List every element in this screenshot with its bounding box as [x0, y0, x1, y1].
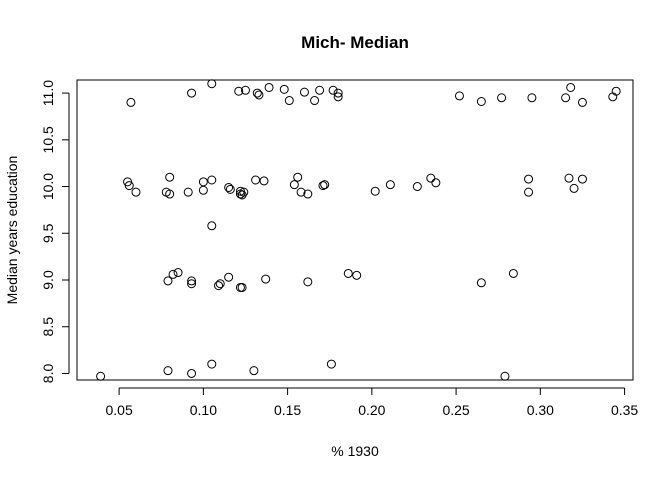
scatter-point [237, 282, 247, 292]
x-tick-label: 0.05 [105, 402, 132, 418]
scatter-point [207, 175, 217, 185]
scatter-point [207, 221, 217, 231]
scatter-point [240, 85, 250, 95]
scatter-point [303, 189, 313, 199]
scatter-point [508, 268, 518, 278]
scatter-point [333, 92, 343, 102]
x-axis-label: % 1930 [331, 443, 379, 459]
scatter-point [259, 176, 269, 186]
scatter-point [187, 368, 197, 378]
chart-title: Mich- Median [301, 33, 409, 52]
scatter-point [426, 173, 436, 183]
scatter-point [566, 82, 576, 92]
scatter-point [569, 183, 579, 193]
x-tick-label: 0.20 [358, 402, 385, 418]
scatter-point [163, 276, 173, 286]
scatter-point [497, 93, 507, 103]
scatter-point [310, 96, 320, 106]
scatter-point [318, 181, 328, 191]
scatter-point [198, 177, 208, 187]
scatter-point [251, 175, 261, 185]
scatter-point [261, 274, 271, 284]
plot-area [76, 79, 634, 381]
x-axis: 0.05 0.10 0.15 0.20 0.25 0.30 0.35 [105, 387, 638, 418]
scatter-point [611, 86, 621, 96]
scatter-point [296, 187, 306, 197]
scatter-point [207, 359, 217, 369]
scatter-point [239, 187, 249, 197]
scatter-point [252, 88, 262, 98]
scatter-point [299, 87, 309, 97]
x-tick-label: 0.30 [527, 402, 554, 418]
y-tick-label: 11.0 [40, 80, 56, 106]
scatter-point [183, 187, 193, 197]
y-tick-label: 9.5 [40, 223, 56, 243]
scatter-point [352, 270, 362, 280]
scatter-point [234, 86, 244, 96]
x-tick-label: 0.25 [442, 402, 469, 418]
scatter-point [237, 190, 247, 200]
scatter-point [187, 279, 197, 289]
scatter-point [224, 272, 234, 282]
scatter-point [385, 180, 395, 190]
scatter-point [561, 93, 571, 103]
scatter-point [343, 268, 353, 278]
scatter-point [214, 281, 224, 291]
scatter-point [524, 187, 534, 197]
scatter-point [315, 85, 325, 95]
scatter-point [126, 97, 136, 107]
y-tick-label: 10.5 [40, 126, 56, 153]
y-tick-label: 9.0 [40, 270, 56, 290]
scatter-point [249, 366, 259, 376]
scatter-point [577, 174, 587, 184]
scatter-point [173, 268, 183, 278]
scatter-point [165, 189, 175, 199]
scatter-point [524, 174, 534, 184]
scatter-point [370, 186, 380, 196]
scatter-point [412, 182, 422, 192]
scatter-point [165, 172, 175, 182]
scatter-point [207, 79, 217, 89]
x-tick-label: 0.35 [611, 402, 638, 418]
scatter-point [187, 88, 197, 98]
scatter-point [293, 172, 303, 182]
scatter-point [500, 371, 510, 381]
data-points [96, 79, 621, 381]
y-tick-label: 10.0 [40, 173, 56, 200]
x-tick-label: 0.15 [274, 402, 301, 418]
scatter-point [163, 366, 173, 376]
scatter-point [527, 93, 537, 103]
scatter-point [328, 85, 338, 95]
scatter-point [333, 88, 343, 98]
scatter-point [476, 278, 486, 288]
scatter-point [431, 178, 441, 188]
scatter-point [168, 269, 178, 279]
y-axis: 8.0 8.5 9.0 9.5 10.0 10.5 11.0 [40, 80, 70, 384]
scatter-point [131, 187, 141, 197]
scatter-point [326, 359, 336, 369]
scatter-point [264, 82, 274, 92]
scatter-point [289, 180, 299, 190]
scatter-point [225, 184, 235, 194]
scatter-point [284, 96, 294, 106]
scatter-point [215, 279, 225, 289]
scatter-point [564, 173, 574, 183]
scatter-point [187, 276, 197, 286]
scatter-point [279, 84, 289, 94]
scatter-point [224, 182, 234, 192]
scatter-point [124, 181, 134, 191]
y-tick-label: 8.0 [40, 364, 56, 384]
scatter-point [198, 185, 208, 195]
scatter-point [254, 90, 264, 100]
scatter-point [96, 371, 106, 381]
scatter-point [476, 96, 486, 106]
scatter-point [577, 97, 587, 107]
scatter-point [303, 277, 313, 287]
scatter-point [320, 180, 330, 190]
y-tick-label: 8.5 [40, 317, 56, 337]
scatter-point [454, 91, 464, 101]
x-tick-label: 0.10 [190, 402, 217, 418]
y-axis-label: Median years education [4, 156, 20, 305]
